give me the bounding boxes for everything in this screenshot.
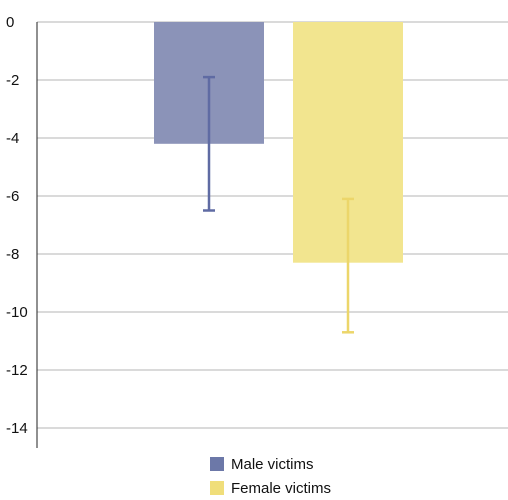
y-tick-label: -6: [6, 188, 19, 205]
legend-swatch-male: [210, 457, 224, 471]
bars: [154, 22, 403, 263]
legend: Male victims Female victims: [210, 452, 331, 500]
y-tick-label: -14: [6, 420, 28, 437]
gridlines: [37, 21, 508, 429]
legend-label-male: Male victims: [231, 455, 314, 473]
y-tick-label: -10: [6, 304, 28, 321]
legend-item-female: Female victims: [210, 476, 331, 500]
y-axis: 0 -2 -4 -6 -8 -10 -12 -14: [6, 14, 38, 448]
y-tick-label: -2: [6, 72, 19, 89]
legend-item-male: Male victims: [210, 452, 331, 476]
bar-chart: 0 -2 -4 -6 -8 -10 -12 -14: [6, 14, 508, 448]
y-tick-label: 0: [6, 14, 14, 31]
y-tick-label: -8: [6, 246, 19, 263]
y-tick-label: -4: [6, 130, 19, 147]
legend-swatch-female: [210, 481, 224, 495]
error-bars: [203, 75, 354, 334]
y-tick-label: -12: [6, 362, 28, 379]
legend-label-female: Female victims: [231, 479, 332, 497]
